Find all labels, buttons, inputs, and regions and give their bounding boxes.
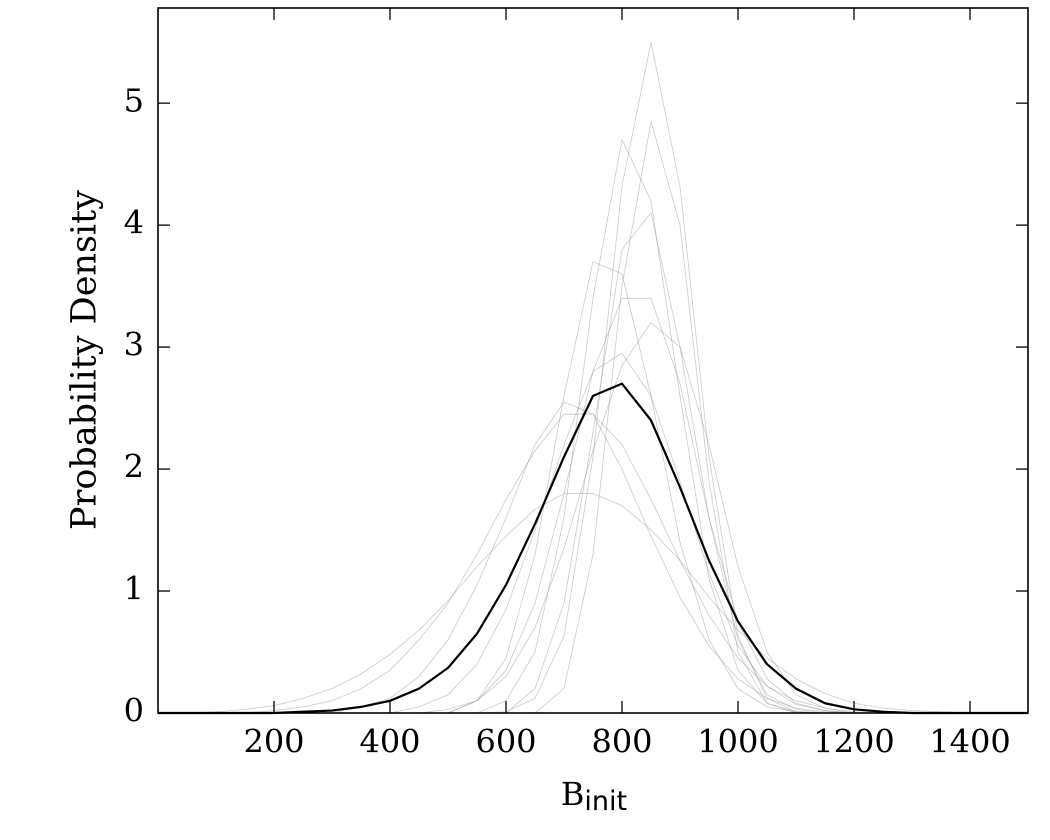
y-tick-label: 2 [124,448,144,486]
curve [158,121,1028,714]
y-tick-label: 4 [124,204,144,242]
x-tick-label: 800 [591,723,652,761]
x-tick-label: 600 [475,723,536,761]
curve [158,382,1028,715]
curve [158,401,1028,714]
x-axis-label: Binit [561,775,627,817]
y-axis-label: Probability Density [65,190,105,530]
x-label-main: B [561,775,585,813]
plot-frame [157,7,1029,714]
x-tick-label: 1200 [813,723,894,761]
curve [158,139,1028,714]
x-tick-label: 1400 [929,723,1010,761]
curve [158,212,1028,714]
y-tick-label: 0 [124,692,144,730]
curve [158,41,1028,714]
y-tick-label: 5 [124,82,144,120]
y-tick-label: 1 [124,570,144,608]
y-tick-label: 3 [124,326,144,364]
x-label-sub: init [584,786,627,817]
x-tick-label: 400 [359,723,420,761]
x-tick-label: 1000 [697,723,778,761]
curve [158,322,1028,714]
curve [158,352,1028,714]
curve [158,297,1028,714]
curve [158,261,1028,714]
x-tick-label: 200 [243,723,304,761]
curve [158,493,1028,714]
